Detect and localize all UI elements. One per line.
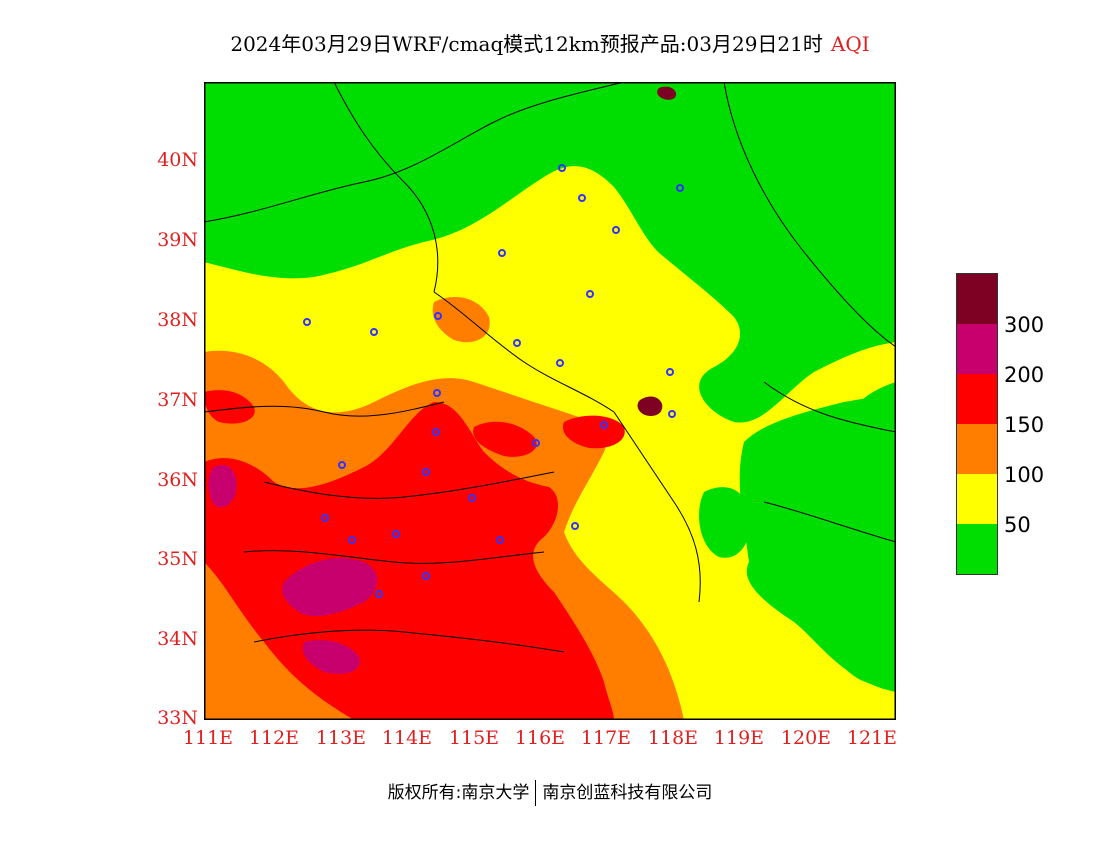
- lat-tick-34: 34N: [157, 628, 198, 650]
- copyright-footer: 版权所有:南京大学 南京创蓝科技有限公司: [0, 778, 1100, 806]
- legend-swatch-unhealthy: [957, 374, 997, 424]
- aqi-zone-unhealthy-mid: [473, 421, 537, 457]
- lon-tick-118: 118E: [647, 727, 699, 749]
- aqi-zone-hazardous-2: [657, 86, 677, 100]
- legend-label-150: 150: [1004, 413, 1045, 437]
- copyright-separator: [535, 780, 537, 806]
- lon-tick-115: 115E: [448, 727, 500, 749]
- lat-tick-39: 39N: [157, 229, 198, 251]
- aqi-zone-sensitive-north: [432, 297, 490, 343]
- aqi-zone-very-unhealthy-3: [208, 464, 237, 508]
- legend-label-100: 100: [1004, 463, 1045, 487]
- lon-tick-113: 113E: [315, 727, 367, 749]
- lon-tick-114: 114E: [381, 727, 433, 749]
- aqi-zone-unhealthy-west: [204, 390, 255, 424]
- aqi-zone-unhealthy-east: [562, 415, 625, 449]
- legend-label-50: 50: [1004, 513, 1031, 537]
- site-markers: [303, 164, 684, 598]
- lon-tick-119: 119E: [713, 727, 765, 749]
- legend-label-200: 200: [1004, 363, 1045, 387]
- lat-tick-33: 33N: [157, 707, 198, 729]
- boundary-lines: [204, 82, 896, 653]
- legend-swatch-very-unhealthy: [957, 324, 997, 374]
- aqi-legend: [956, 273, 998, 575]
- aqi-zone-good-patch: [699, 487, 750, 558]
- lon-tick-112: 112E: [248, 727, 300, 749]
- lat-tick-36: 36N: [157, 469, 198, 491]
- copyright-company: 南京创蓝科技有限公司: [542, 783, 713, 803]
- map-border: [204, 82, 896, 720]
- aqi-zone-very-unhealthy-2: [302, 640, 360, 674]
- lon-tick-121: 121E: [846, 727, 898, 749]
- aqi-forecast-map: [204, 82, 896, 720]
- aqi-zone-very-unhealthy-1: [282, 558, 378, 617]
- aqi-zone-unhealthy: [204, 402, 614, 720]
- aqi-zone-hazardous-1: [637, 396, 663, 416]
- aqi-zone-good-east: [739, 396, 896, 685]
- title-product: AQI: [830, 32, 870, 56]
- lon-tick-120: 120E: [780, 727, 832, 749]
- lon-tick-111: 111E: [182, 727, 234, 749]
- lat-tick-38: 38N: [157, 309, 198, 331]
- lon-tick-117: 117E: [580, 727, 632, 749]
- lat-tick-35: 35N: [157, 548, 198, 570]
- lat-tick-37: 37N: [157, 389, 198, 411]
- legend-swatch-hazardous: [957, 274, 997, 324]
- legend-swatch-moderate: [957, 474, 997, 524]
- copyright-owner: 版权所有:南京大学: [387, 783, 530, 803]
- legend-swatch-good: [957, 524, 997, 574]
- title-main: 2024年03月29日WRF/cmaq模式12km预报产品:03月29日21时: [230, 32, 823, 56]
- legend-swatch-sensitive: [957, 424, 997, 474]
- map-title: 2024年03月29日WRF/cmaq模式12km预报产品:03月29日21时 A…: [0, 28, 1100, 57]
- legend-label-300: 300: [1004, 313, 1045, 337]
- lat-tick-40: 40N: [157, 149, 198, 171]
- lon-tick-116: 116E: [514, 727, 566, 749]
- aqi-zone-moderate-north: [504, 189, 644, 257]
